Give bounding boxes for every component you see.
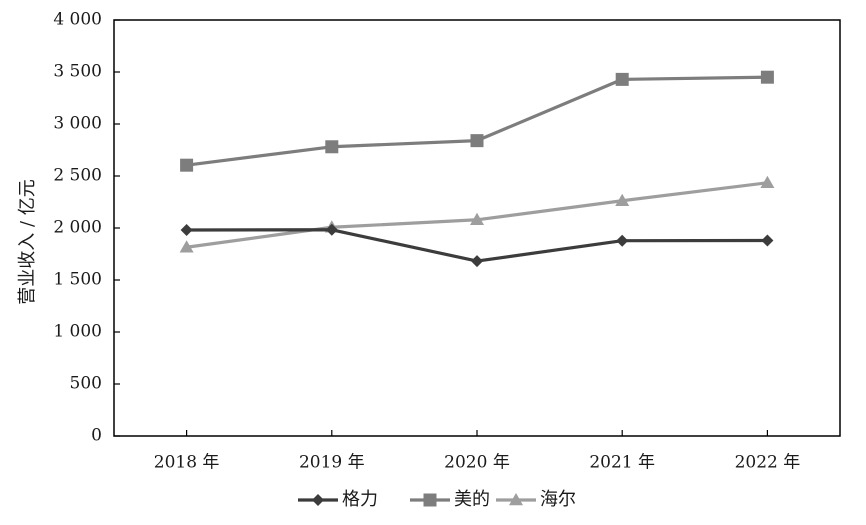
tick-labels: 0 500 1 000 1 500 2 000 2 500 3 000 3 500 4 000 2… — [53, 10, 800, 473]
y-tick-label: 3 000 — [53, 114, 102, 134]
plot-frame — [113, 19, 841, 437]
data-point — [325, 140, 339, 154]
legend-marker — [509, 493, 523, 506]
y-tick-label: 1 000 — [53, 322, 102, 342]
data-point — [471, 255, 483, 268]
series-line — [186, 75, 768, 167]
data-point — [179, 240, 194, 253]
y-tick-label: 1 500 — [53, 270, 102, 290]
legend-item: 格力 — [298, 489, 378, 510]
y-tick-label: 2 500 — [53, 166, 102, 186]
series-2 — [180, 70, 774, 172]
axes — [113, 19, 841, 437]
data-point — [325, 223, 338, 236]
data-point — [470, 212, 484, 226]
series-1 — [180, 223, 774, 268]
data-point — [470, 134, 484, 148]
legend-label: 美的 — [454, 489, 490, 510]
data-point — [180, 223, 193, 236]
x-tick-label: 2020 年 — [444, 453, 510, 473]
x-tick-label: 2019 年 — [299, 453, 365, 473]
legend-marker — [312, 494, 324, 506]
x-tick-label: 2018 年 — [154, 453, 220, 473]
data-point — [180, 158, 194, 172]
series-lines — [179, 70, 775, 268]
x-tick-label: 2022 年 — [735, 453, 801, 473]
data-point — [616, 234, 629, 247]
legend-label: 海尔 — [540, 489, 576, 510]
y-tick-label: 2 000 — [53, 218, 102, 238]
data-point — [761, 234, 774, 247]
legend-item: 美的 — [410, 489, 490, 510]
data-point — [615, 193, 630, 207]
y-tick-label: 4 000 — [53, 10, 102, 30]
legend-marker — [423, 493, 437, 507]
legend-label: 格力 — [342, 489, 378, 510]
y-tick-label: 0 — [91, 426, 102, 446]
legend-item: 海尔 — [496, 489, 576, 510]
data-point — [760, 70, 774, 84]
x-tick-label: 2021 年 — [589, 453, 655, 473]
legend: 格力 美的 海尔 — [298, 489, 576, 510]
y-axis-title: 营业收入 / 亿元 — [17, 179, 38, 305]
data-point — [615, 72, 629, 86]
y-tick-label: 3 500 — [53, 62, 102, 82]
data-point — [760, 175, 775, 189]
y-tick-label: 500 — [70, 374, 102, 394]
